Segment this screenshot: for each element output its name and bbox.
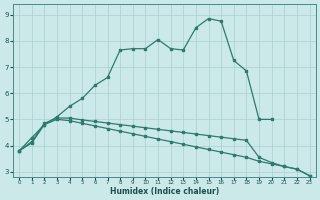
X-axis label: Humidex (Indice chaleur): Humidex (Indice chaleur) <box>110 187 219 196</box>
